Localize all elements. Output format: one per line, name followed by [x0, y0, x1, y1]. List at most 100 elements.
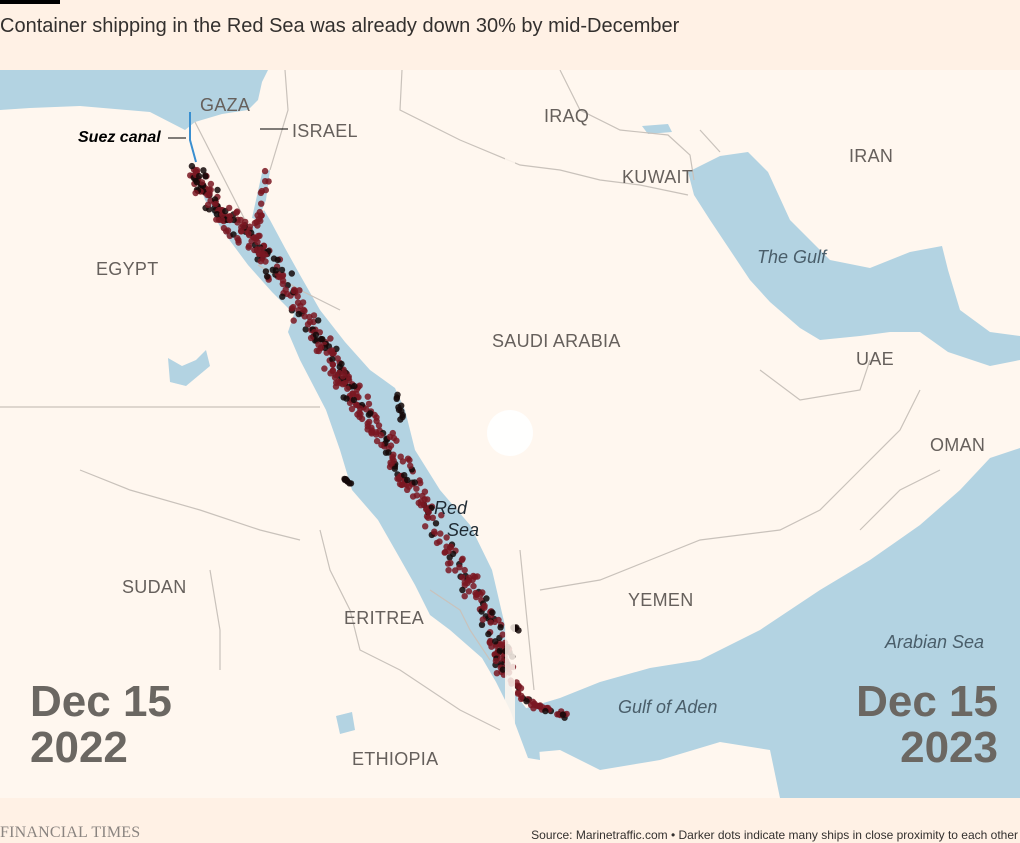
ship-dot — [256, 208, 263, 216]
ship-dot — [364, 420, 371, 427]
ship-dot — [245, 244, 252, 251]
ship-dot — [290, 287, 298, 295]
ship-dot — [288, 270, 295, 277]
ship-dot — [377, 431, 385, 439]
label-uae: UAE — [856, 349, 894, 369]
ship-dot — [262, 268, 270, 275]
ship-dot — [257, 258, 264, 265]
ship-dot — [333, 379, 340, 387]
ship-dot — [459, 555, 466, 562]
ship-dot — [499, 631, 506, 638]
ship-dot — [234, 235, 241, 242]
ship-dot — [263, 273, 271, 280]
ship-dot — [485, 630, 492, 638]
label-sudan: SUDAN — [122, 577, 187, 597]
ship-dot — [444, 560, 452, 567]
ship-dot — [198, 179, 206, 186]
ship-dot — [261, 250, 268, 258]
ship-dot — [192, 189, 199, 197]
ship-dot — [205, 186, 213, 193]
label-iran: IRAN — [849, 146, 894, 166]
ship-dot — [367, 410, 374, 417]
ship-dot — [288, 305, 296, 312]
ship-dot — [345, 373, 352, 380]
ship-dot — [202, 173, 209, 180]
ship-dot — [465, 588, 473, 595]
ship-dot — [483, 595, 490, 602]
mediterranean-sea — [0, 70, 268, 130]
ship-dot — [390, 434, 398, 442]
label-yemen: YEMEN — [628, 590, 694, 610]
right-date-line1: Dec 15 — [856, 677, 998, 726]
ship-dot — [559, 711, 567, 718]
ship-dot — [385, 449, 392, 456]
label-israel: ISRAEL — [292, 121, 358, 141]
left-date-line1: Dec 15 — [30, 677, 172, 726]
ship-dot — [270, 255, 278, 262]
ship-dot — [294, 299, 302, 306]
ship-dot — [251, 219, 259, 227]
ship-dot — [417, 479, 424, 487]
suez-canal-line — [189, 112, 197, 163]
ship-dot — [351, 382, 358, 390]
map-panel: GAZA ISRAEL IRAQ KUWAIT IRAN EGYPT SAUDI… — [0, 70, 1020, 798]
ship-dot — [395, 475, 403, 482]
ship-dot — [255, 232, 262, 240]
label-ethiopia: ETHIOPIA — [352, 749, 439, 769]
ship-dot — [339, 381, 346, 388]
ship-dot — [378, 441, 385, 449]
label-gulf-of-aden: Gulf of Aden — [618, 697, 718, 717]
ship-dot — [401, 472, 408, 479]
ship-dot — [479, 616, 486, 623]
persian-gulf — [688, 152, 1020, 366]
ship-position-dots — [187, 162, 570, 721]
ship-dot — [497, 655, 505, 662]
ship-dot — [411, 479, 418, 486]
ship-dot — [200, 167, 207, 174]
label-kuwait: KUWAIT — [622, 167, 694, 187]
ship-dot — [459, 574, 466, 581]
ship-dot — [327, 335, 334, 342]
ship-dot — [398, 481, 405, 489]
label-the-gulf: The Gulf — [757, 247, 827, 267]
ship-dot — [433, 539, 441, 547]
ship-dot — [432, 520, 440, 527]
ship-dot — [290, 317, 297, 324]
ship-dot — [465, 574, 473, 581]
ship-dot — [214, 186, 221, 194]
ship-dot — [413, 492, 421, 499]
ship-dot — [459, 586, 466, 594]
ship-dot — [492, 638, 499, 645]
ship-dot — [195, 172, 203, 180]
ship-dot — [373, 437, 381, 445]
ship-dot — [431, 528, 438, 535]
label-saudi-arabia: SAUDI ARABIA — [492, 331, 621, 351]
ship-dot — [282, 286, 289, 293]
label-gaza: GAZA — [200, 95, 251, 115]
ship-dot — [272, 267, 280, 274]
header-rule — [0, 0, 60, 4]
ship-dot — [350, 396, 358, 404]
ship-dot — [456, 564, 463, 571]
ship-dot — [421, 488, 429, 495]
tigris-marsh — [642, 124, 672, 134]
ship-dot — [389, 453, 396, 461]
ship-dot — [429, 514, 436, 521]
ship-dot — [302, 326, 309, 333]
ship-dot — [279, 272, 286, 280]
ship-dot — [487, 619, 494, 626]
ship-dot — [315, 317, 322, 324]
ship-dot — [336, 363, 343, 370]
label-egypt: EGYPT — [96, 259, 159, 279]
ship-dot — [358, 415, 366, 423]
ship-dot — [447, 543, 455, 550]
ship-dot — [261, 167, 269, 175]
ship-dot — [299, 299, 307, 306]
ship-dot — [425, 514, 432, 521]
ship-dot — [437, 530, 444, 537]
ship-dot — [394, 391, 401, 398]
ship-dot — [438, 512, 445, 519]
label-red-sea-2: Sea — [447, 520, 480, 540]
ship-dot — [493, 670, 501, 677]
ship-dot — [443, 543, 450, 550]
